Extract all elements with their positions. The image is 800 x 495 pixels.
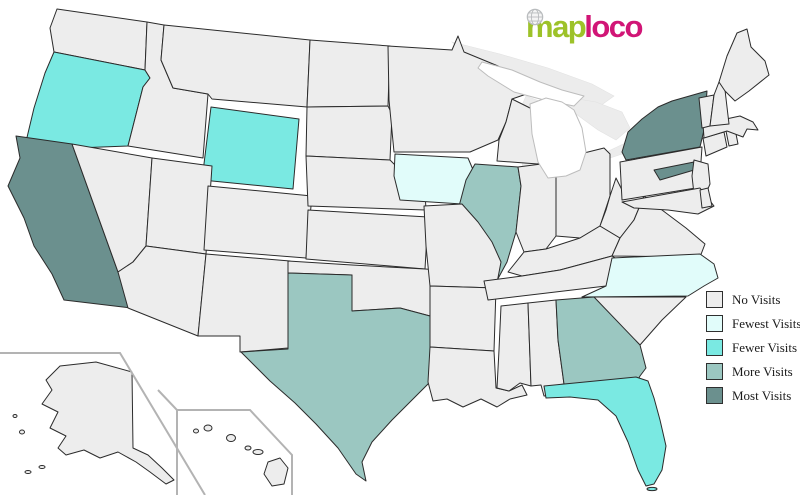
state-me — [718, 28, 770, 102]
legend-label-fewer: Fewer Visits — [732, 339, 798, 355]
legend-swatch-fewest — [706, 315, 723, 332]
state-ar — [429, 285, 497, 352]
state-ut — [145, 157, 213, 255]
state-hi-island — [226, 434, 236, 442]
state-nd — [306, 39, 391, 108]
state-co — [203, 185, 313, 259]
legend-label-fewest: Fewest Visits — [732, 315, 800, 331]
state-hi-island — [203, 424, 213, 432]
state-ak-island — [12, 414, 18, 418]
legend-item-fewer: Fewer Visits — [706, 339, 800, 356]
legend-item-fewest: Fewest Visits — [706, 315, 800, 332]
state-ak-island — [24, 470, 32, 474]
state-ny — [621, 90, 708, 161]
state-mi-mitten — [529, 97, 587, 179]
state-nm — [197, 253, 291, 353]
state-ak-island — [38, 465, 46, 469]
logo-loco-text: loco — [584, 9, 643, 44]
legend-swatch-fewer — [706, 339, 723, 356]
legend-item-most: Most Visits — [706, 387, 800, 404]
state-ak-island — [19, 429, 25, 435]
lake-huron — [559, 95, 631, 141]
maploco-logo[interactable]: map loco — [526, 8, 643, 46]
visits-legend: No Visits Fewest Visits Fewer Visits More V… — [706, 291, 800, 411]
state-fl-keys — [646, 486, 658, 492]
state-ms — [496, 302, 532, 392]
state-tx — [240, 272, 433, 482]
legend-swatch-more — [706, 363, 723, 380]
legend-item-none: No Visits — [706, 291, 800, 308]
state-mo — [423, 203, 502, 289]
legend-label-more: More Visits — [732, 363, 793, 379]
state-fl — [543, 376, 667, 487]
legend-swatch-most — [706, 387, 723, 404]
state-wy — [201, 106, 300, 190]
state-ak — [41, 361, 175, 485]
legend-label-most: Most Visits — [732, 387, 792, 403]
state-hi-island — [252, 449, 264, 455]
state-de — [699, 187, 713, 209]
legend-label-none: No Visits — [732, 291, 781, 307]
state-nh — [709, 81, 730, 127]
state-hi-big-island — [263, 457, 289, 487]
state-mi-upper-peninsula — [477, 61, 585, 107]
inset-frames — [0, 352, 293, 495]
state-ks — [305, 209, 429, 270]
state-sd — [305, 105, 393, 161]
states-layer — [7, 8, 770, 492]
hawaii-inset-frame — [157, 389, 293, 495]
legend-swatch-none — [706, 291, 723, 308]
state-md — [621, 187, 715, 215]
state-ga — [555, 296, 647, 385]
legend-item-more: More Visits — [706, 363, 800, 380]
state-hi-island — [193, 428, 199, 434]
state-hi-island — [244, 445, 252, 451]
